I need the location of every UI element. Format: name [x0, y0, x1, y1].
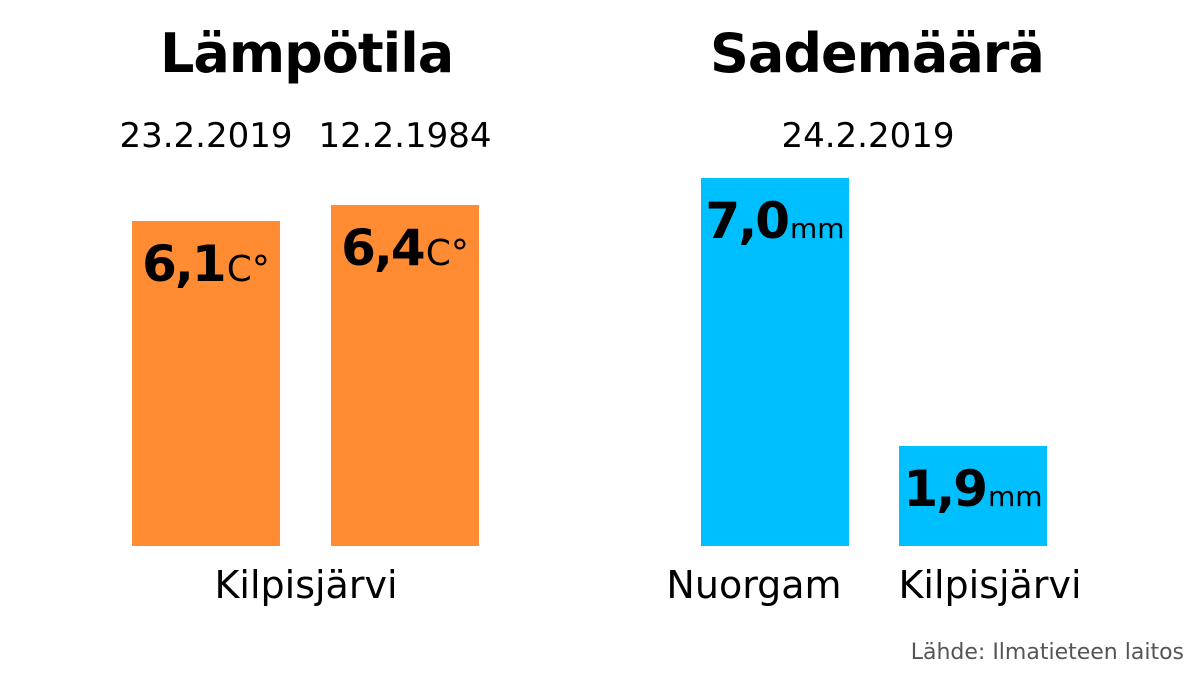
chart-title: Sademäärä — [710, 22, 1045, 85]
data-label-rain-kilpisjarvi: 1,9mm — [903, 460, 1043, 518]
bar-rain-nuorgam — [701, 178, 849, 546]
tick-label-nuorgam: Nuorgam — [666, 563, 842, 607]
tick-label-date-1: 23.2.2019 — [119, 116, 293, 156]
bar-temp-1984 — [331, 205, 479, 546]
date-label: 24.2.2019 — [781, 116, 955, 156]
tick-label-kilpisjarvi: Kilpisjärvi — [898, 563, 1082, 607]
source-label: Lähde: Ilmatieteen laitos — [910, 640, 1184, 665]
temperature-chart: Lämpötila 23.2.2019 12.2.1984 6,1C° 6,4C… — [0, 0, 600, 640]
chart-title: Lämpötila — [160, 22, 454, 85]
tick-label-date-2: 12.2.1984 — [318, 116, 492, 156]
bar-rain-kilpisjarvi — [899, 446, 1047, 546]
location-label: Kilpisjärvi — [214, 563, 398, 607]
precipitation-chart: Sademäärä 24.2.2019 7,0mm 1,9mm Nuorgam … — [600, 0, 1198, 640]
data-label-temp-1984: 6,4C° — [341, 219, 469, 277]
data-label-rain-nuorgam: 7,0mm — [705, 192, 845, 250]
bar-temp-2019 — [132, 221, 280, 546]
data-label-temp-2019: 6,1C° — [142, 235, 270, 293]
